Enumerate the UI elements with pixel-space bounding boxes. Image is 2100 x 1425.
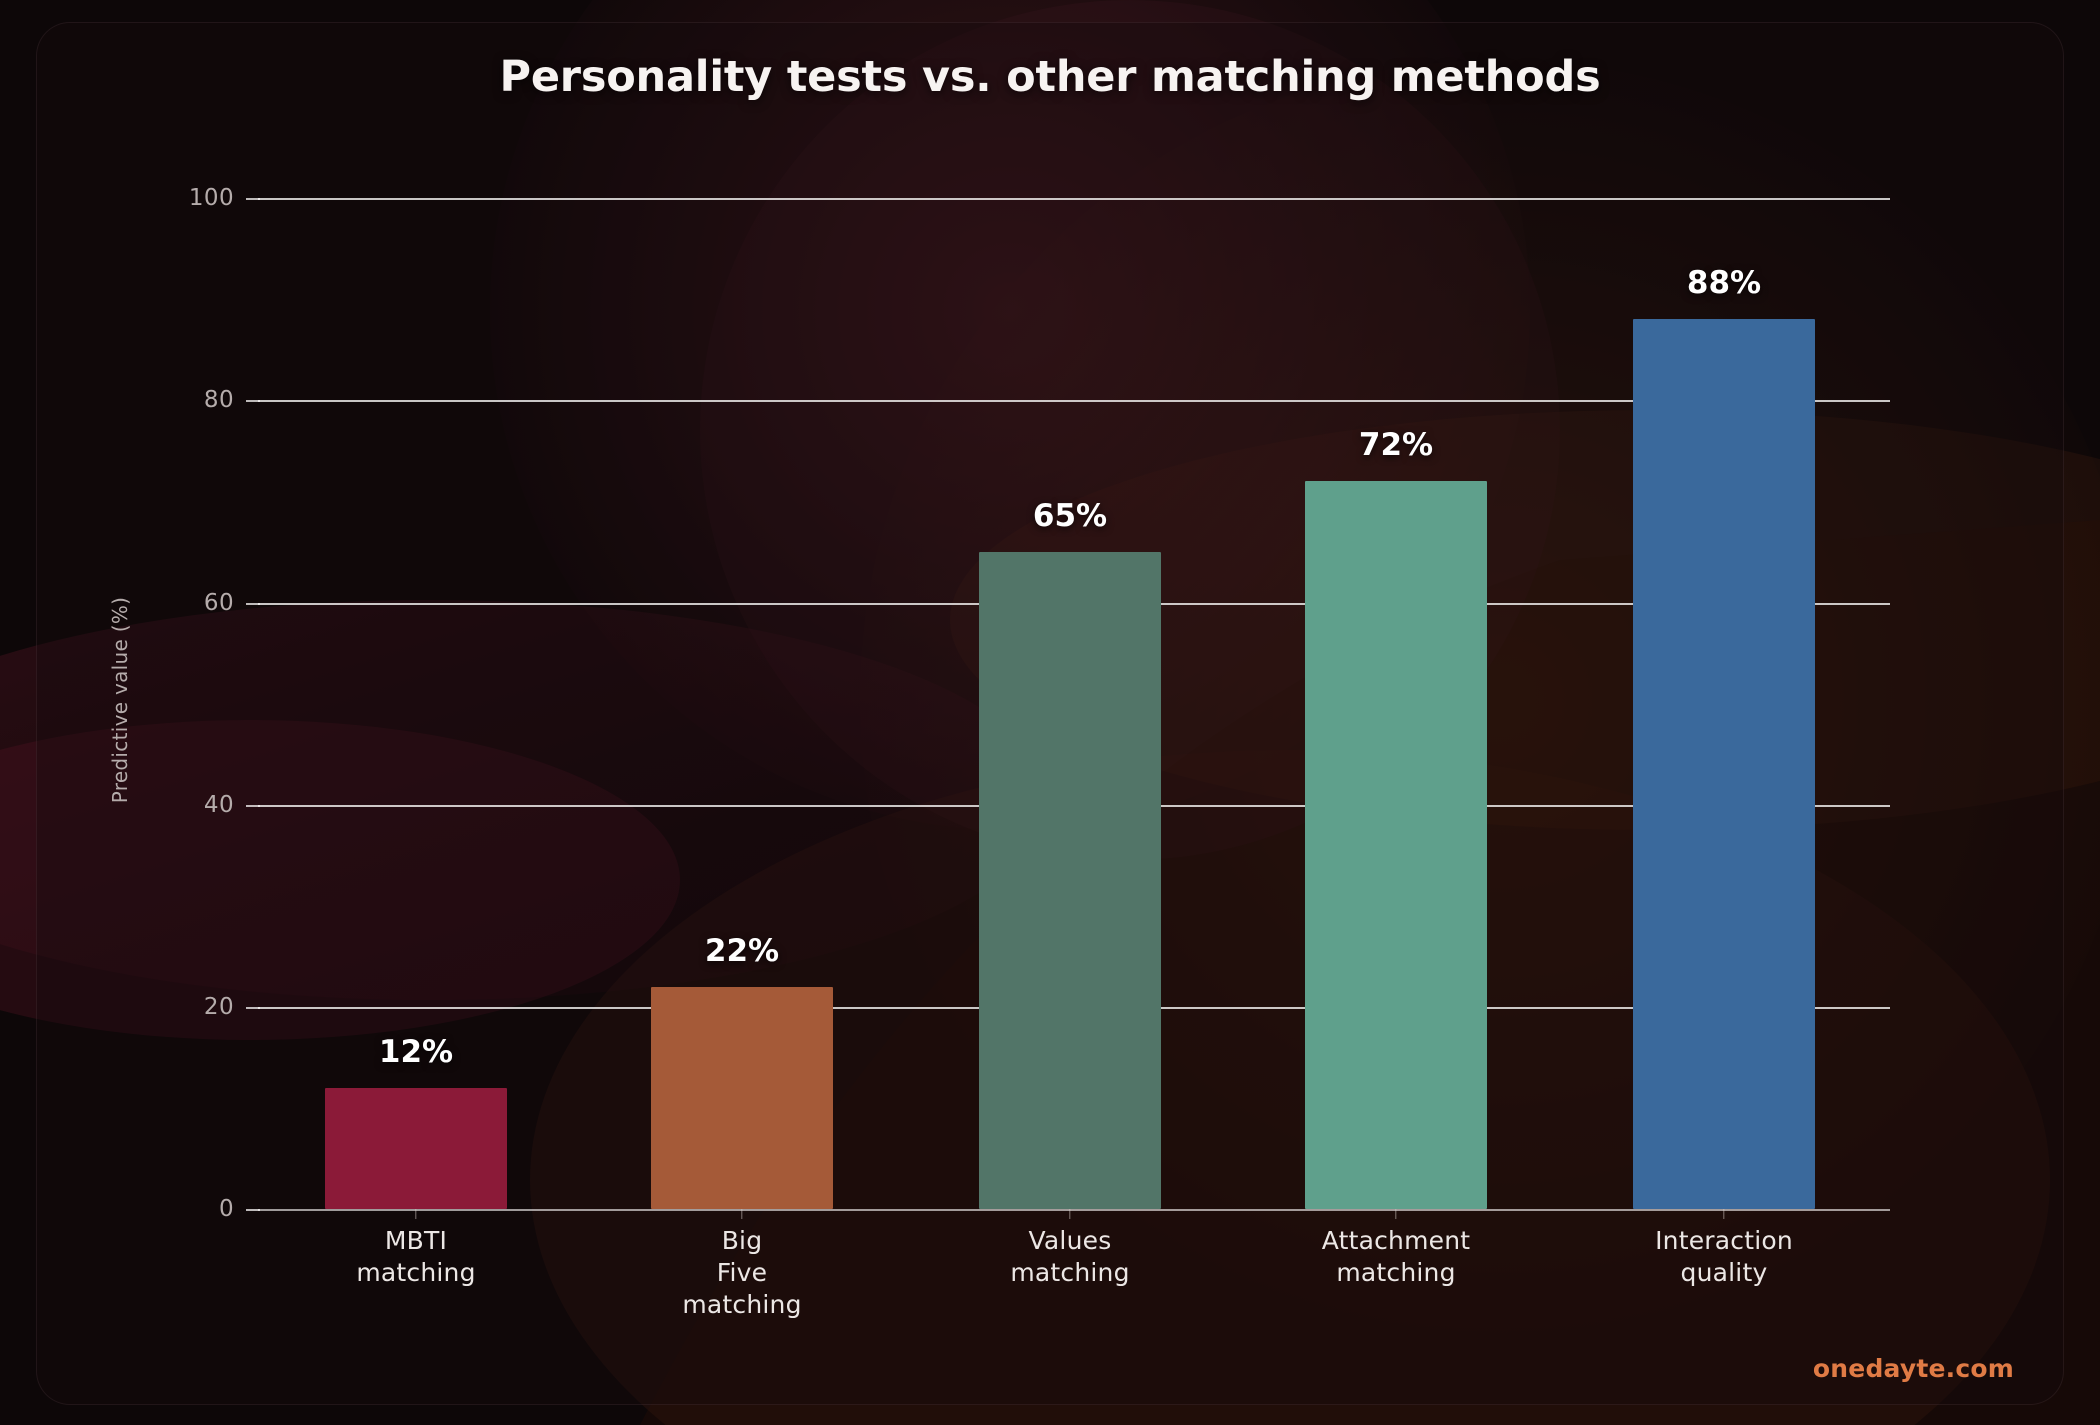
bar-values-matching[interactable] — [979, 552, 1161, 1209]
chart-title: Personality tests vs. other matching met… — [499, 52, 1601, 102]
xtick-mark — [741, 1209, 743, 1219]
xtick-label-mbti-matching: MBTI matching — [356, 1226, 476, 1287]
xtick-mark — [1395, 1209, 1397, 1219]
bar-group-mbti-matching[interactable]: 12% MBTI matching — [325, 1034, 507, 1287]
bar-group-attachment-matching[interactable]: 72% Attachment matching — [1305, 427, 1487, 1287]
xtick-label-attachment-matching: Attachment matching — [1321, 1226, 1471, 1287]
bar-big-five-matching[interactable] — [651, 987, 833, 1209]
bar-interaction-quality[interactable] — [1633, 319, 1815, 1209]
bar-value-label: 22% — [704, 933, 780, 969]
bar-value-label: 88% — [1686, 265, 1762, 301]
xtick-mark — [1723, 1209, 1725, 1219]
bar-value-label: 12% — [378, 1034, 454, 1070]
bar-attachment-matching[interactable] — [1305, 481, 1487, 1209]
xtick-label-values-matching: Values matching — [1010, 1226, 1130, 1287]
bar-group-interaction-quality[interactable]: 88% Interaction quality — [1633, 265, 1815, 1287]
bar-group-big-five-matching[interactable]: 22% Big Five matching — [651, 933, 833, 1319]
watermark-onedayte[interactable]: onedayte.com — [1812, 1354, 2014, 1383]
bar-value-label: 65% — [1032, 498, 1108, 534]
bar-value-label: 72% — [1358, 427, 1434, 463]
xtick-mark — [1069, 1209, 1071, 1219]
bar-group-values-matching[interactable]: 65% Values matching — [979, 498, 1161, 1287]
xtick-mark — [415, 1209, 417, 1219]
xtick-label-big-five-matching: Big Five matching — [682, 1226, 802, 1319]
xtick-label-interaction-quality: Interaction quality — [1655, 1226, 1793, 1287]
bar-mbti-matching[interactable] — [325, 1088, 507, 1209]
